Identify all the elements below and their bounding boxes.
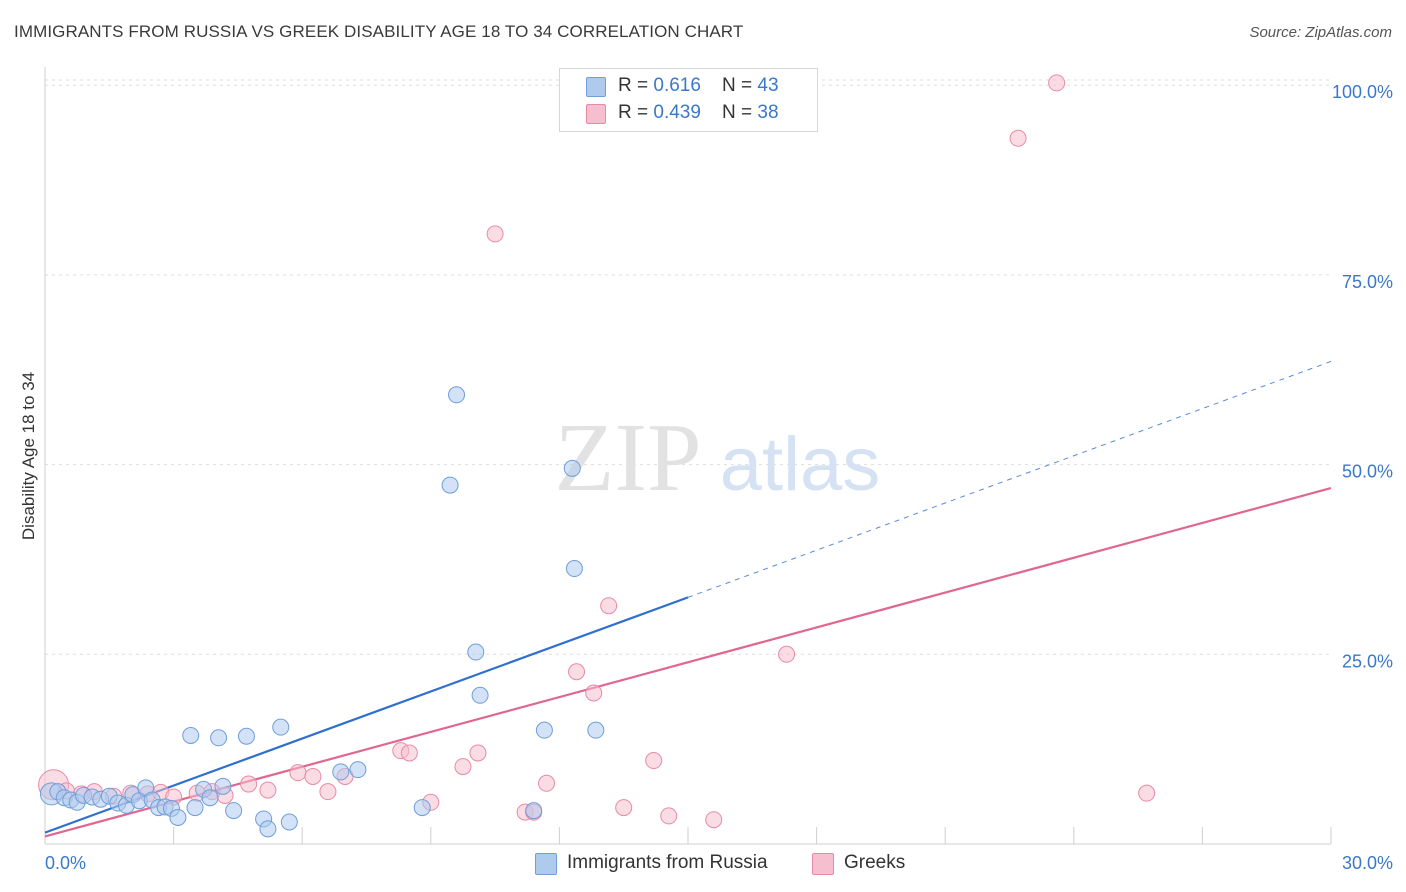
data-point-russia	[237, 727, 255, 745]
data-point-russia	[441, 476, 459, 494]
data-point-greeks	[778, 645, 796, 663]
x-tick-label: 0.0%	[45, 853, 86, 873]
legend-r-value: 0.439	[653, 102, 701, 123]
data-point-greeks	[568, 663, 586, 681]
legend-r-label: R =	[618, 102, 654, 123]
data-point-greeks	[600, 597, 618, 615]
grid-layer	[45, 79, 1331, 655]
data-point-russia	[448, 386, 466, 404]
axes-layer	[44, 67, 1332, 845]
legend-n-label: N =	[722, 102, 758, 123]
data-point-greeks	[660, 807, 678, 825]
watermark-atlas: atlas	[720, 422, 881, 507]
data-point-greeks	[615, 799, 633, 817]
chart-title: IMMIGRANTS FROM RUSSIA VS GREEK DISABILI…	[14, 22, 744, 41]
data-point-greeks	[259, 781, 277, 799]
trend-line-greeks	[44, 487, 1332, 838]
source-label: Source: ZipAtlas.com	[1249, 24, 1392, 41]
data-point-russia	[563, 459, 581, 477]
legend-swatch-pink	[586, 104, 606, 124]
data-point-greeks	[454, 758, 472, 776]
data-point-greeks	[319, 783, 337, 801]
legend-r-label: R =	[618, 75, 654, 96]
data-point-greeks	[645, 752, 663, 770]
data-point-russia	[349, 761, 367, 779]
data-point-russia	[210, 729, 228, 747]
data-point-greeks	[1138, 784, 1156, 802]
data-point-russia	[182, 726, 200, 744]
trend-line-russia-extension	[687, 360, 1332, 598]
data-point-greeks	[538, 774, 556, 792]
data-point-greeks	[304, 767, 322, 785]
legend-n-value: 38	[757, 102, 779, 123]
labels-layer: 25.0% 50.0% 75.0% 100.0% 0.0% 30.0%	[45, 82, 1393, 873]
data-point-russia	[587, 721, 605, 739]
data-point-greeks	[289, 764, 307, 782]
data-point-greeks	[705, 811, 723, 829]
y-tick-label: 75.0%	[1342, 272, 1393, 292]
legend-r-value: 0.616	[653, 75, 701, 96]
legend-n-value: 43	[757, 75, 779, 96]
data-point-russia	[413, 799, 431, 817]
data-point-russia	[169, 808, 187, 826]
legend-swatch-blue	[586, 77, 606, 97]
data-point-russia	[565, 560, 583, 578]
y-tick-label: 50.0%	[1342, 462, 1393, 482]
data-point-greeks	[240, 775, 258, 793]
y-axis-label: Disability Age 18 to 34	[19, 372, 38, 540]
x-tick-label: 30.0%	[1342, 853, 1393, 873]
data-point-russia	[186, 799, 204, 817]
data-point-russia	[332, 763, 350, 781]
stats-legend: R = 0.616 N = 43 R = 0.439 N = 38	[559, 68, 818, 132]
bottom-legend-swatch-pink	[812, 853, 834, 875]
data-point-russia	[471, 686, 489, 704]
points-layer	[38, 74, 1156, 838]
data-point-russia	[214, 777, 232, 795]
data-point-russia	[535, 721, 553, 739]
data-point-russia	[272, 718, 290, 736]
data-point-greeks	[400, 744, 418, 762]
data-point-greeks	[486, 225, 504, 243]
watermark-zip: ZIP	[555, 404, 702, 512]
data-point-russia	[280, 813, 298, 831]
legend-n-label: N =	[722, 75, 758, 96]
data-point-russia	[259, 820, 277, 838]
data-point-greeks	[1009, 129, 1027, 147]
data-point-russia	[525, 802, 543, 820]
watermark: ZIP atlas	[555, 404, 881, 512]
data-point-russia	[225, 802, 243, 820]
data-point-greeks	[469, 744, 487, 762]
bottom-legend-swatch-blue	[535, 853, 557, 875]
bottom-legend-label: Greeks	[844, 852, 906, 873]
data-point-greeks	[585, 684, 603, 702]
data-point-russia	[201, 789, 219, 807]
y-tick-label: 25.0%	[1342, 651, 1393, 671]
data-point-russia	[467, 643, 485, 661]
y-tick-label: 100.0%	[1332, 82, 1393, 102]
bottom-legend-label: Immigrants from Russia	[567, 852, 768, 873]
data-point-greeks	[1048, 74, 1066, 92]
